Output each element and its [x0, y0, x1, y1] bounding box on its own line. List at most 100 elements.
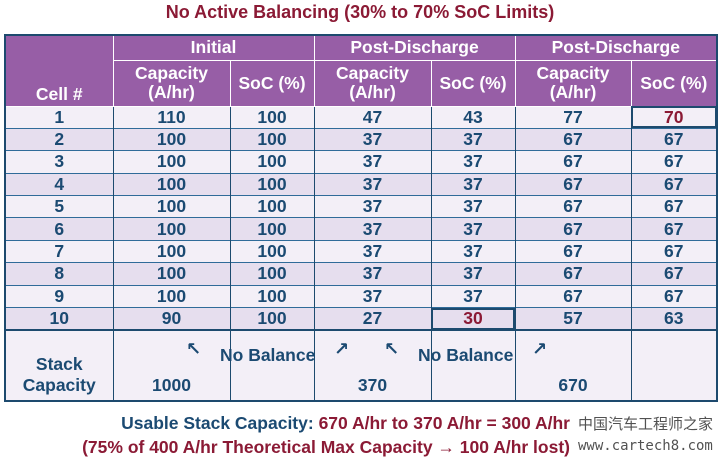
- empty-cell: [229, 329, 315, 402]
- cell-number: 3: [4, 150, 114, 174]
- table-row: 7 100 100 37 37 67 67: [4, 239, 718, 263]
- initial-capacity: 100: [112, 150, 231, 174]
- post1-soc: 37: [430, 284, 516, 308]
- initial-soc: 100: [229, 217, 315, 241]
- no-balance-label: No Balance: [220, 345, 316, 365]
- initial-soc: 100: [229, 105, 315, 129]
- post1-soc: 37: [430, 172, 516, 196]
- table-row: 10 90 100 27 30 57 63: [4, 307, 718, 331]
- header-soc: SoC (%): [630, 59, 718, 107]
- table-row: 8 100 100 37 37 67 67: [4, 262, 718, 286]
- stack-post1: 370: [313, 329, 432, 402]
- header-initial: Initial: [112, 34, 315, 61]
- arrow-up-left-icon: ↖: [186, 339, 202, 360]
- table-row: 9 100 100 37 37 67 67: [4, 284, 718, 308]
- post1-soc: 37: [430, 217, 516, 241]
- table-row: 2 100 100 37 37 67 67: [4, 127, 718, 151]
- post2-capacity: 67: [514, 284, 632, 308]
- post1-soc: 30: [430, 307, 516, 331]
- usable-label: Usable Stack Capacity:: [121, 413, 314, 433]
- post2-soc: 67: [630, 239, 718, 263]
- post1-soc: 43: [430, 105, 516, 129]
- post2-soc: 67: [630, 172, 718, 196]
- theoretical-max-line: (75% of 400 A/hr Theoretical Max Capacit…: [82, 437, 570, 457]
- initial-capacity: 100: [112, 217, 231, 241]
- cell-table: Cell # Initial Post-Discharge Post-Disch…: [4, 34, 719, 403]
- initial-capacity: 100: [112, 127, 231, 151]
- post2-capacity: 67: [514, 239, 632, 263]
- header-capacity: Capacity (A/hr): [112, 59, 231, 107]
- post2-capacity: 77: [514, 105, 632, 129]
- initial-soc: 100: [229, 262, 315, 286]
- empty-cell: [630, 329, 718, 402]
- arrow-up-right-icon: ↗: [532, 339, 548, 360]
- post1-soc: 37: [430, 195, 516, 218]
- table-row: 1 110 100 47 43 77 70: [4, 105, 718, 129]
- post1-capacity: 37: [313, 195, 432, 218]
- table-row: 4 100 100 37 37 67 67: [4, 172, 718, 196]
- page-title: No Active Balancing (30% to 70% SoC Limi…: [165, 2, 555, 22]
- initial-soc: 100: [229, 307, 315, 331]
- initial-capacity: 110: [112, 105, 231, 129]
- initial-soc: 100: [229, 284, 315, 308]
- header-soc: SoC (%): [229, 59, 315, 107]
- post2-soc: 67: [630, 284, 718, 308]
- header-soc: SoC (%): [430, 59, 516, 107]
- stack-label: Stack Capacity: [4, 329, 114, 402]
- post2-capacity: 67: [514, 150, 632, 174]
- table-row: 5 100 100 37 37 67 67: [4, 195, 718, 218]
- cell-number: 9: [4, 284, 114, 308]
- cell-number: 10: [4, 307, 114, 331]
- initial-soc: 100: [229, 127, 315, 151]
- initial-soc: 100: [229, 195, 315, 218]
- cell-number: 8: [4, 262, 114, 286]
- arrow-up-right-icon: ↗: [334, 339, 350, 360]
- initial-capacity: 100: [112, 284, 231, 308]
- arrow-up-left-icon: ↖: [384, 339, 400, 360]
- post2-capacity: 67: [514, 195, 632, 218]
- post1-capacity: 37: [313, 150, 432, 174]
- header-post-discharge-1: Post-Discharge: [313, 34, 516, 61]
- initial-capacity: 100: [112, 172, 231, 196]
- post2-soc: 63: [630, 307, 718, 331]
- post2-soc: 67: [630, 127, 718, 151]
- post2-soc: 67: [630, 217, 718, 241]
- watermark-url: www.cartech8.com: [578, 438, 713, 454]
- cell-number: 1: [4, 105, 114, 129]
- initial-capacity: 100: [112, 195, 231, 218]
- post2-capacity: 67: [514, 262, 632, 286]
- post1-soc: 37: [430, 150, 516, 174]
- post2-capacity: 67: [514, 127, 632, 151]
- empty-cell: [430, 329, 516, 402]
- post1-capacity: 37: [313, 127, 432, 151]
- initial-soc: 100: [229, 239, 315, 263]
- initial-soc: 100: [229, 150, 315, 174]
- table-row: 3 100 100 37 37 67 67: [4, 150, 718, 174]
- post1-capacity: 37: [313, 284, 432, 308]
- usable-capacity-line: Usable Stack Capacity: 670 A/hr to 370 A…: [121, 413, 570, 434]
- initial-soc: 100: [229, 172, 315, 196]
- cell-number: 2: [4, 127, 114, 151]
- cell-number: 5: [4, 195, 114, 218]
- cell-number: 4: [4, 172, 114, 196]
- post2-capacity: 57: [514, 307, 632, 331]
- header-cell-number: Cell #: [5, 34, 114, 107]
- post1-soc: 37: [430, 262, 516, 286]
- header-capacity: Capacity (A/hr): [313, 59, 432, 107]
- post1-soc: 37: [430, 127, 516, 151]
- post1-soc: 37: [430, 239, 516, 263]
- post2-capacity: 67: [514, 172, 632, 196]
- post1-capacity: 37: [313, 172, 432, 196]
- post1-capacity: 37: [313, 217, 432, 241]
- post1-capacity: 27: [313, 307, 432, 331]
- table-row: 6 100 100 37 37 67 67: [4, 217, 718, 241]
- no-balance-label: No Balance: [418, 345, 514, 365]
- post1-capacity: 37: [313, 262, 432, 286]
- usable-value: 670 A/hr to 370 A/hr = 300 A/hr: [318, 413, 570, 433]
- initial-capacity: 100: [112, 262, 231, 286]
- post1-capacity: 37: [313, 239, 432, 263]
- header-post-discharge-2: Post-Discharge: [514, 34, 718, 61]
- stack-row: Stack Capacity 1000 370 670: [4, 329, 718, 402]
- cell-number: 6: [4, 217, 114, 241]
- watermark-cn: 中国汽车工程师之家: [578, 415, 714, 433]
